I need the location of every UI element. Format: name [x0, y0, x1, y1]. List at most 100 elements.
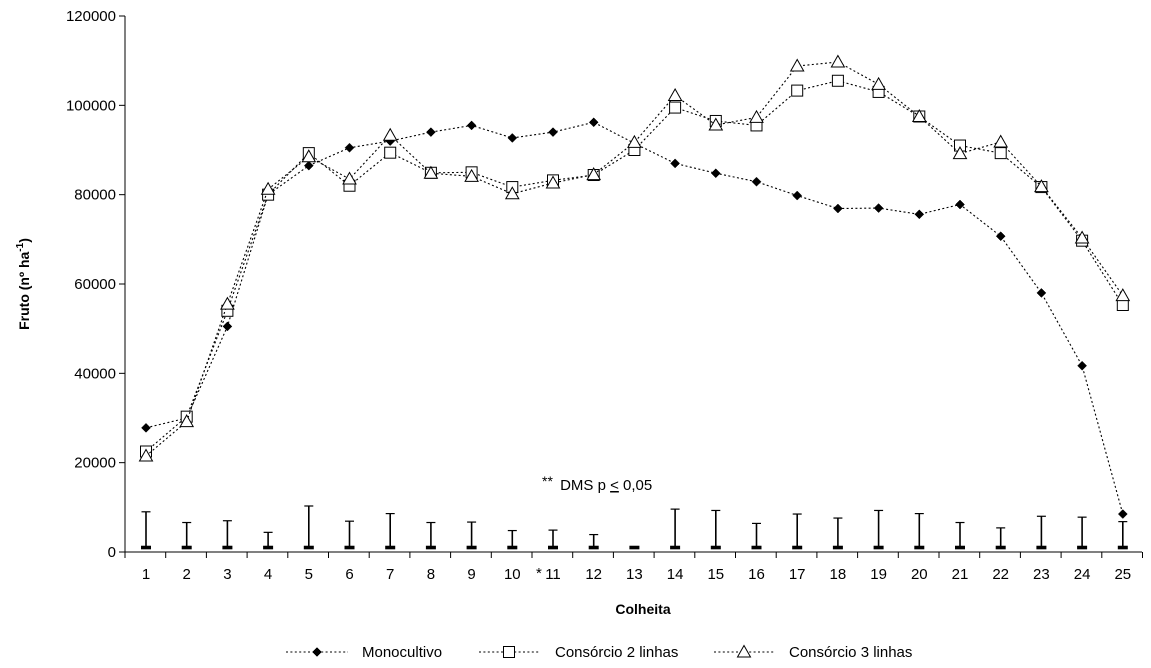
x-tick-label: 23: [1033, 566, 1050, 583]
y-tick-label: 20000: [74, 455, 116, 472]
series-2-point: [384, 146, 397, 159]
series-3-point: [545, 175, 561, 189]
annotation-dms: ** DMS p < 0,05: [542, 473, 652, 494]
dms-bar-base: [1077, 545, 1088, 550]
y-tick-label: 60000: [74, 276, 116, 293]
dms-bar-base: [1117, 545, 1128, 550]
series-2-point: [669, 101, 682, 114]
series-3-point: [749, 109, 764, 123]
dms-bar-base: [1036, 545, 1047, 550]
x-tick-label: 12: [585, 566, 602, 583]
y-tick-label: 120000: [66, 8, 116, 25]
dms-bar-base: [588, 545, 599, 550]
x-tick-label: 13: [626, 566, 643, 583]
dms-bar-base: [832, 545, 843, 550]
dms-bar-base: [344, 545, 355, 550]
series-3-point: [504, 186, 520, 200]
x-tick-label: 2: [183, 566, 191, 583]
legend: Monocultivo Consórcio 2 linhas Consórcio 3…: [286, 644, 912, 661]
series-3-point: [830, 54, 846, 68]
x-tick-label: 9: [467, 566, 475, 583]
dms-bar-base: [141, 545, 151, 550]
y-tick-label: 80000: [74, 187, 116, 204]
x-tick-label: 14: [667, 566, 684, 583]
y-axis-title: Fruto (nº ha-1): [15, 238, 32, 330]
y-tick-label: 100000: [66, 97, 116, 114]
series-1-point: [873, 203, 884, 213]
x-tick-label: 4: [264, 566, 272, 583]
series-1-point: [466, 120, 477, 131]
series-1-point: [141, 422, 151, 433]
series-3-point: [423, 165, 439, 179]
x-tick-label: 15: [707, 566, 724, 583]
x-tick-label: 10: [504, 566, 521, 583]
series-1-point: [303, 160, 314, 171]
series-3-line: [145, 61, 1124, 457]
series-1-point: [1117, 509, 1128, 519]
series-3-point: [586, 167, 602, 181]
series-1-point: [995, 231, 1006, 242]
dms-bar-base: [385, 545, 396, 550]
dms-bar-base: [303, 545, 314, 550]
series-3-point: [871, 76, 886, 90]
series-3-point: [464, 168, 479, 182]
series-3-point: [342, 171, 357, 185]
x-tick-label: 11: [545, 566, 561, 583]
dms-bar-base: [751, 545, 762, 550]
x-tick-label: 20: [911, 566, 928, 583]
annotation-underlined: <: [610, 477, 619, 494]
x-tick-label: 7: [386, 566, 394, 583]
annotation-prefix: DMS p: [560, 477, 606, 494]
series-1-point: [955, 199, 965, 210]
dms-bar-base: [995, 545, 1006, 550]
series-1-point: [914, 209, 925, 220]
x-tick-label: 5: [305, 566, 313, 583]
x-tick-label: 3: [223, 566, 231, 583]
annotation-suffix: 0,05: [623, 477, 652, 494]
x-tick-label: 17: [789, 566, 806, 583]
x-tick-label: 18: [830, 566, 847, 583]
series-3-point: [1074, 230, 1090, 244]
y-tick-label: 40000: [74, 365, 116, 382]
dms-bar-base: [914, 545, 925, 550]
dms-bar-base: [710, 545, 721, 550]
series-1-line: [145, 121, 1124, 515]
series-3-point: [260, 181, 276, 195]
x-tick-label: 8: [427, 566, 435, 583]
series-1-point: [751, 176, 762, 187]
series-1-point: [222, 321, 233, 332]
series-3-point: [667, 87, 683, 102]
series-1-point: [670, 158, 680, 169]
y-axis-title-main: Fruto (nº ha: [16, 251, 32, 329]
series-1-point: [710, 168, 721, 179]
dms-bar-base: [181, 545, 192, 550]
series-3-point: [708, 117, 724, 131]
series-3-point: [220, 296, 235, 310]
dms-bar-base: [425, 545, 436, 550]
series-1-point: [792, 190, 803, 201]
axes: [124, 16, 1142, 553]
series-3-point: [1034, 179, 1049, 193]
series-3-point: [952, 146, 968, 160]
dms-bar-base: [792, 545, 803, 550]
series-1-point: [344, 142, 355, 153]
x-tick-label: 1: [142, 566, 150, 583]
legend-item-3-label: Consórcio 3 linhas: [789, 644, 912, 661]
legend-item-2-marker: [503, 646, 515, 658]
x-axis-title: Colheita: [615, 601, 670, 617]
x-tick-label: 21: [952, 566, 969, 583]
dms-bars: [141, 505, 1128, 550]
series-lines: [138, 54, 1131, 519]
dms-bar-base: [507, 545, 518, 550]
dms-bar-base: [466, 545, 477, 550]
series-1-point: [588, 117, 599, 128]
x-tick-label: 6: [345, 566, 353, 583]
series-2-point: [831, 74, 844, 87]
x-tick-label: 24: [1074, 566, 1091, 583]
series-1-point: [426, 127, 436, 137]
series-1-point: [1077, 360, 1087, 371]
series-1-point: [833, 203, 843, 214]
legend-item-3-marker: [736, 644, 752, 658]
x-marker-note: *: [536, 565, 542, 582]
